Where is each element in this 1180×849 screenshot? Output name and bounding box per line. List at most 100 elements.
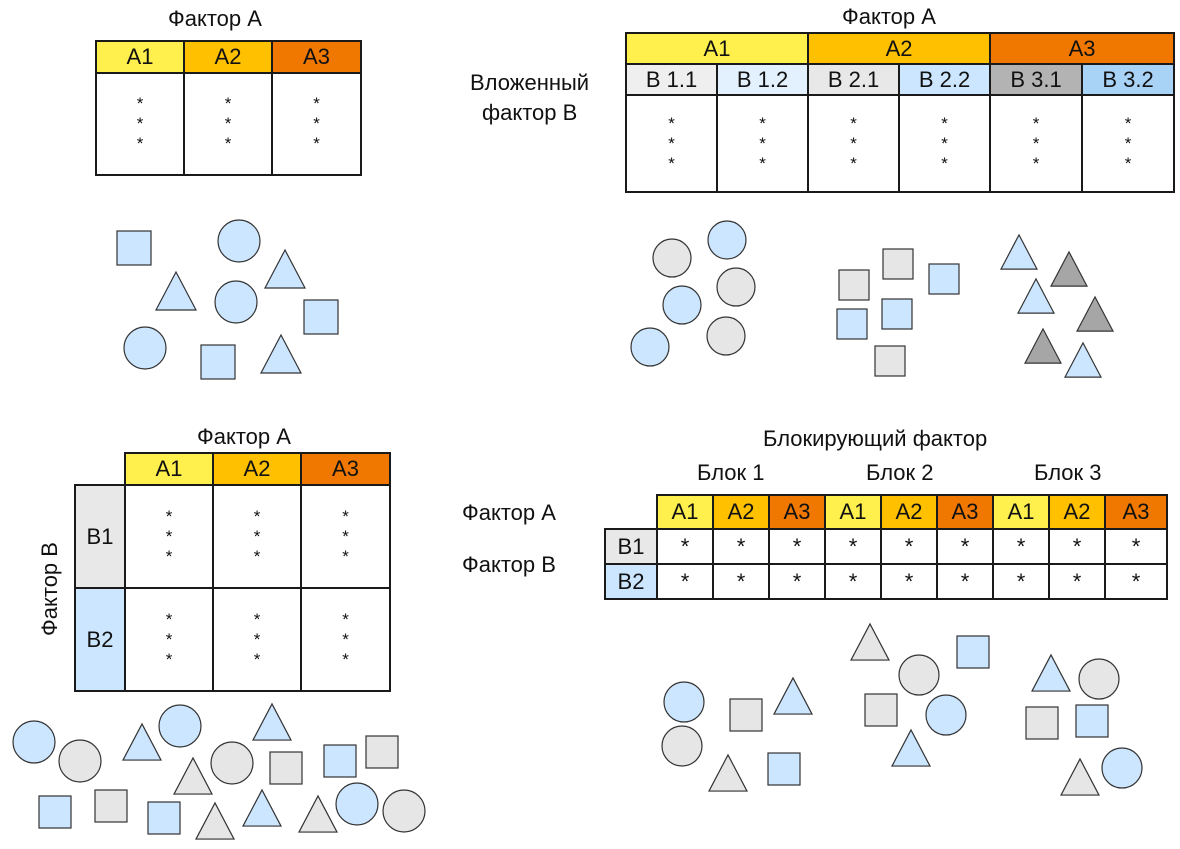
star-cell: *: [712, 563, 770, 600]
circle-shape: [898, 654, 940, 696]
triangle-shape: [1050, 250, 1088, 287]
star: *: [313, 94, 320, 113]
header-a3: A3: [1104, 494, 1168, 530]
star-cell: *: [1104, 528, 1168, 565]
header-a1: A1: [656, 494, 714, 530]
star-cell: *: [1048, 528, 1106, 565]
circle-shape: [12, 720, 56, 764]
header-a3: A3: [936, 494, 994, 530]
triangle-shape: [708, 753, 748, 792]
star: *: [668, 113, 675, 133]
star: *: [1124, 133, 1132, 153]
panel4-table: A1 A2 A3 A1 A2 A3 A1 A2 A3 B1 * * * * * …: [604, 494, 1168, 600]
circle-shape: [123, 326, 167, 370]
star: *: [165, 629, 173, 649]
circle-shape: [217, 219, 261, 263]
star-cell: *: [768, 563, 826, 600]
cell: * * *: [124, 484, 214, 589]
circle-shape: [652, 238, 692, 278]
triangle-shape: [891, 728, 931, 767]
circle-shape: [707, 220, 747, 260]
circle-shape: [158, 704, 202, 748]
header-a1: A1: [624, 32, 810, 65]
star: *: [224, 94, 232, 113]
star: *: [850, 113, 857, 133]
header-a1: A1: [824, 494, 882, 530]
triangle-shape: [242, 788, 282, 827]
triangle-shape: [850, 622, 890, 661]
star-cell: *: [880, 563, 938, 600]
cell: * * *: [212, 587, 302, 692]
block-label-3: Блок 3: [1034, 460, 1102, 485]
star: *: [253, 526, 261, 546]
star: *: [165, 649, 173, 669]
star: *: [941, 153, 948, 173]
triangle-shape: [1000, 233, 1038, 270]
star: *: [759, 133, 766, 153]
triangle-shape: [264, 248, 306, 289]
star: *: [668, 153, 675, 173]
triangle-shape: [1076, 295, 1114, 332]
star: *: [136, 114, 144, 133]
cell: * * *: [625, 94, 718, 193]
triangle-shape: [195, 801, 235, 840]
square-shape: [365, 735, 399, 769]
cell-a3: * * *: [271, 72, 362, 176]
star-cell: *: [1048, 563, 1106, 600]
star: *: [850, 133, 857, 153]
triangle-shape: [155, 270, 197, 311]
square-shape: [269, 751, 303, 785]
square-shape: [874, 345, 906, 377]
star: *: [136, 94, 144, 113]
star-cell: *: [1104, 563, 1168, 600]
square-shape: [928, 263, 960, 295]
circle-shape: [214, 280, 258, 324]
star: *: [165, 526, 173, 546]
star: *: [253, 629, 261, 649]
star-cell: *: [712, 528, 770, 565]
header-a3: A3: [300, 452, 391, 486]
panel3-title: Фактор А: [197, 424, 291, 449]
square-shape: [729, 698, 763, 732]
star: *: [1032, 133, 1040, 153]
cell: * * *: [1081, 94, 1176, 193]
star: *: [165, 506, 173, 526]
triangle-shape: [252, 702, 292, 741]
triangle-shape: [1031, 653, 1071, 692]
cell: * * *: [715, 94, 810, 193]
header-a3: A3: [989, 32, 1176, 65]
star: *: [313, 114, 320, 133]
circle-shape: [1101, 747, 1143, 789]
square-shape: [200, 344, 236, 380]
subheader-b12: B 1.2: [715, 63, 810, 96]
circle-shape: [716, 267, 756, 307]
triangle-shape: [122, 722, 162, 761]
cell: * * *: [807, 94, 901, 193]
triangle-shape: [773, 676, 813, 715]
square-shape: [882, 248, 914, 280]
square-shape: [838, 269, 870, 301]
square-shape: [323, 744, 357, 778]
nested-label-1: Вложенный: [470, 70, 590, 95]
square-shape: [956, 635, 990, 669]
cell-a2: * * *: [183, 72, 273, 176]
star-cell: *: [992, 528, 1050, 565]
subheader-b21: B 2.1: [807, 63, 901, 96]
row-header-b2: B2: [74, 587, 126, 692]
star: *: [850, 153, 857, 173]
star: *: [253, 546, 261, 566]
cell: * * *: [300, 587, 391, 692]
circle-shape: [630, 327, 670, 367]
star: *: [165, 609, 173, 629]
star: *: [342, 526, 349, 546]
star: *: [1032, 153, 1040, 173]
square-shape: [1075, 704, 1109, 738]
circle-shape: [58, 739, 102, 783]
star: *: [759, 153, 766, 173]
triangle-shape: [1060, 757, 1100, 796]
panel3-table: A1 A2 A3 B1 * * * * * * * * * B2 * * * * * * * * *: [74, 452, 391, 692]
panel2-title: Фактор А: [842, 4, 936, 29]
triangle-shape: [173, 756, 213, 795]
panel1-title: Фактор А: [168, 6, 262, 31]
star-cell: *: [880, 528, 938, 565]
